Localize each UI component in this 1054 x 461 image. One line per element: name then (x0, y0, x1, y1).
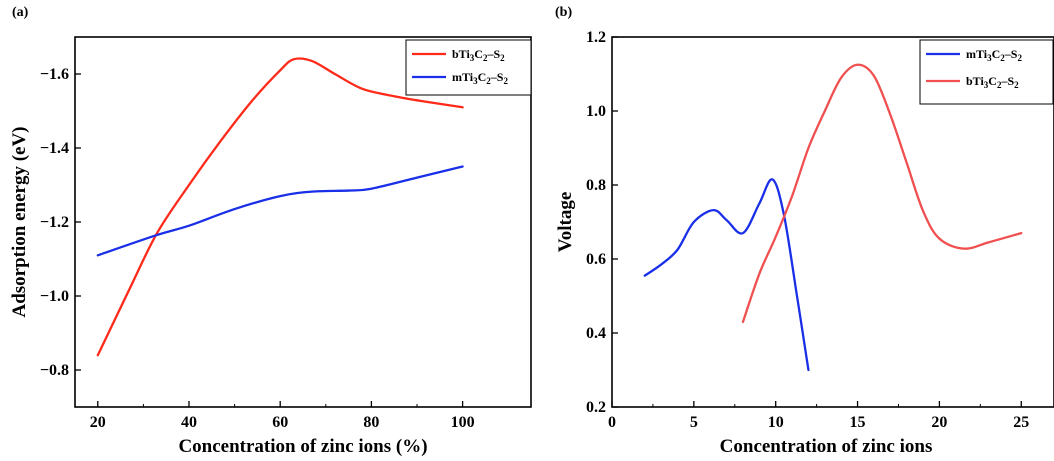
y-tick-label-a: −1.6 (40, 66, 69, 83)
legend-subscript: 3 (987, 53, 992, 63)
y-tick-label-a: −1.2 (40, 214, 69, 231)
legend-label-b-1: bTi3C2–S2 (966, 74, 1019, 90)
legend-text-part: C (474, 47, 483, 61)
legend-text-part: –S (1004, 47, 1018, 61)
legend-subscript: 3 (984, 80, 989, 90)
legend-label-a-1: mTi3C2–S2 (452, 70, 508, 86)
panel-a: (a) Adsorption energy (eV) Concentration… (9, 5, 532, 457)
legend-subscript: 3 (470, 53, 475, 63)
x-tick-label-b: 25 (1013, 414, 1029, 431)
panel-b: (b) Voltage Concentration of zinc ions 0… (555, 5, 1054, 457)
series-line-b-1 (741, 63, 1023, 324)
y-tick-label-a: −1.0 (40, 288, 69, 305)
panel-label-b: (b) (555, 5, 572, 20)
legend-text-part: –S (490, 70, 504, 84)
legend-subscript: 2 (483, 53, 488, 63)
y-tick-label-b: 0.8 (586, 177, 606, 194)
x-tick-label-b: 5 (690, 414, 698, 431)
y-tick-label-a: −0.8 (40, 362, 69, 379)
legend-text-part: bTi (452, 47, 470, 61)
panel-label-a: (a) (12, 5, 29, 20)
legend-label-b-0: mTi3C2–S2 (966, 47, 1022, 63)
series-group-a (96, 57, 464, 357)
x-tick-label-b: 15 (850, 414, 866, 431)
legend-text-part: mTi (452, 70, 474, 84)
y-axis-title-b: Voltage (555, 192, 576, 253)
legend-subscript: 2 (486, 76, 491, 86)
legend-subscript: 2 (500, 53, 505, 63)
x-tick-label-a: 20 (90, 414, 106, 431)
series-line-a-1 (96, 165, 464, 257)
legend-subscript: 2 (1014, 80, 1019, 90)
x-axis-title-b: Concentration of zinc ions (720, 436, 933, 457)
y-tick-label-b: 1.2 (586, 29, 606, 46)
x-tick-label-b: 20 (931, 414, 947, 431)
legend-text-part: bTi (966, 74, 984, 88)
y-tick-label-b: 0.4 (586, 325, 606, 342)
y-tick-label-b: 0.6 (586, 251, 606, 268)
y-tick-label-a: −1.4 (40, 140, 69, 157)
legend-text-part: mTi (966, 47, 988, 61)
y-tick-label-b: 0.2 (586, 399, 606, 416)
legend-text-part: C (992, 47, 1001, 61)
x-tick-label-b: 10 (768, 414, 784, 431)
legend-label-a-0: bTi3C2–S2 (452, 47, 505, 63)
series-line-b-0 (643, 178, 810, 372)
legend-text-part: –S (1000, 74, 1014, 88)
ticks-b: 0 5 10 15 20 25 0.2 0.4 0.6 0.8 1.0 1.2 (586, 29, 1029, 431)
legend-subscript: 2 (1000, 53, 1005, 63)
y-axis-title-a: Adsorption energy (eV) (9, 126, 30, 317)
legend-subscript: 2 (997, 80, 1002, 90)
legend-box-a (405, 39, 532, 96)
x-tick-label-a: 100 (451, 414, 475, 431)
legend-subscript: 2 (503, 76, 508, 86)
x-axis-title-a: Concentration of zinc ions (%) (178, 436, 427, 457)
ticks-a: 20 40 60 80 100 −0.8 −1.0 −1.2 −1.4 −1.6 (40, 66, 475, 431)
x-tick-label-a: 60 (272, 414, 288, 431)
y-tick-label-b: 1.0 (586, 103, 606, 120)
legend-box-b (919, 39, 1054, 105)
legend-subscript: 2 (1017, 53, 1022, 63)
legend-text-part: C (988, 74, 997, 88)
legend-subscript: 3 (473, 76, 478, 86)
plot-frame-b (611, 36, 1054, 408)
x-tick-label-b: 0 (608, 414, 616, 431)
x-tick-label-a: 80 (363, 414, 379, 431)
series-line-a-0 (96, 57, 464, 357)
x-tick-label-a: 40 (181, 414, 197, 431)
legend-text-part: –S (486, 47, 500, 61)
series-group-b (643, 63, 1023, 372)
legend-text-part: C (478, 70, 487, 84)
